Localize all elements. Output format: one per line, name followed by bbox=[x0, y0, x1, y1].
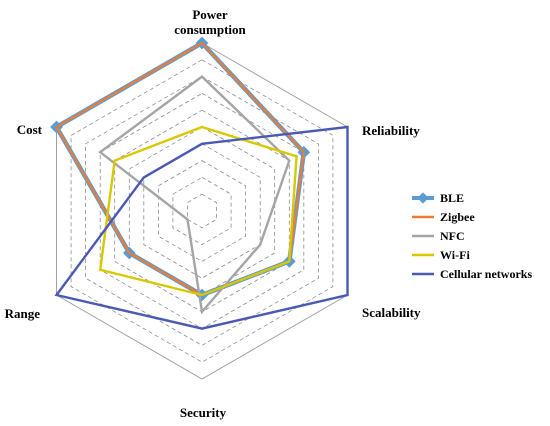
axis-label-security: Security bbox=[180, 405, 227, 420]
grid-ring-3 bbox=[157, 160, 247, 262]
legend-item-zigbee: Zigbee bbox=[412, 210, 475, 224]
legend-item-wi-fi: Wi-Fi bbox=[412, 248, 470, 262]
axis-labels: Power consumption Reliability Scalability Se… bbox=[5, 7, 421, 420]
grid-ring-5 bbox=[128, 126, 276, 296]
legend-item-cellular-networks: Cellular networks bbox=[412, 267, 532, 281]
series-wi-fi bbox=[98, 125, 298, 297]
legend-marker bbox=[417, 192, 429, 204]
axis-label-cost: Cost bbox=[17, 122, 43, 137]
axis-label-power-consumption: Power consumption bbox=[174, 7, 246, 37]
legend-item-ble: BLE bbox=[412, 191, 464, 205]
axis-label-scalability: Scalability bbox=[362, 305, 421, 320]
legend-label: Cellular networks bbox=[440, 267, 532, 281]
grid-ring-1 bbox=[187, 193, 217, 229]
series-cellular-networks bbox=[54, 125, 349, 330]
grid-ring-8 bbox=[85, 76, 319, 346]
legend-label: Zigbee bbox=[440, 210, 475, 224]
legend-label: BLE bbox=[440, 191, 464, 205]
legend-item-nfc: NFC bbox=[412, 229, 465, 243]
axis-label-reliability: Reliability bbox=[362, 123, 420, 138]
legend: BLE Zigbee NFC Wi-Fi Cellular networks bbox=[412, 191, 532, 281]
radar-series bbox=[50, 36, 349, 330]
grid-ring-2 bbox=[172, 176, 232, 246]
grid-ring-4 bbox=[143, 143, 261, 279]
legend-label: Wi-Fi bbox=[440, 248, 470, 262]
legend-label: NFC bbox=[440, 229, 465, 243]
grid-ring-6 bbox=[114, 109, 290, 313]
axis-label-range: Range bbox=[5, 306, 41, 321]
series-nfc bbox=[98, 75, 291, 315]
